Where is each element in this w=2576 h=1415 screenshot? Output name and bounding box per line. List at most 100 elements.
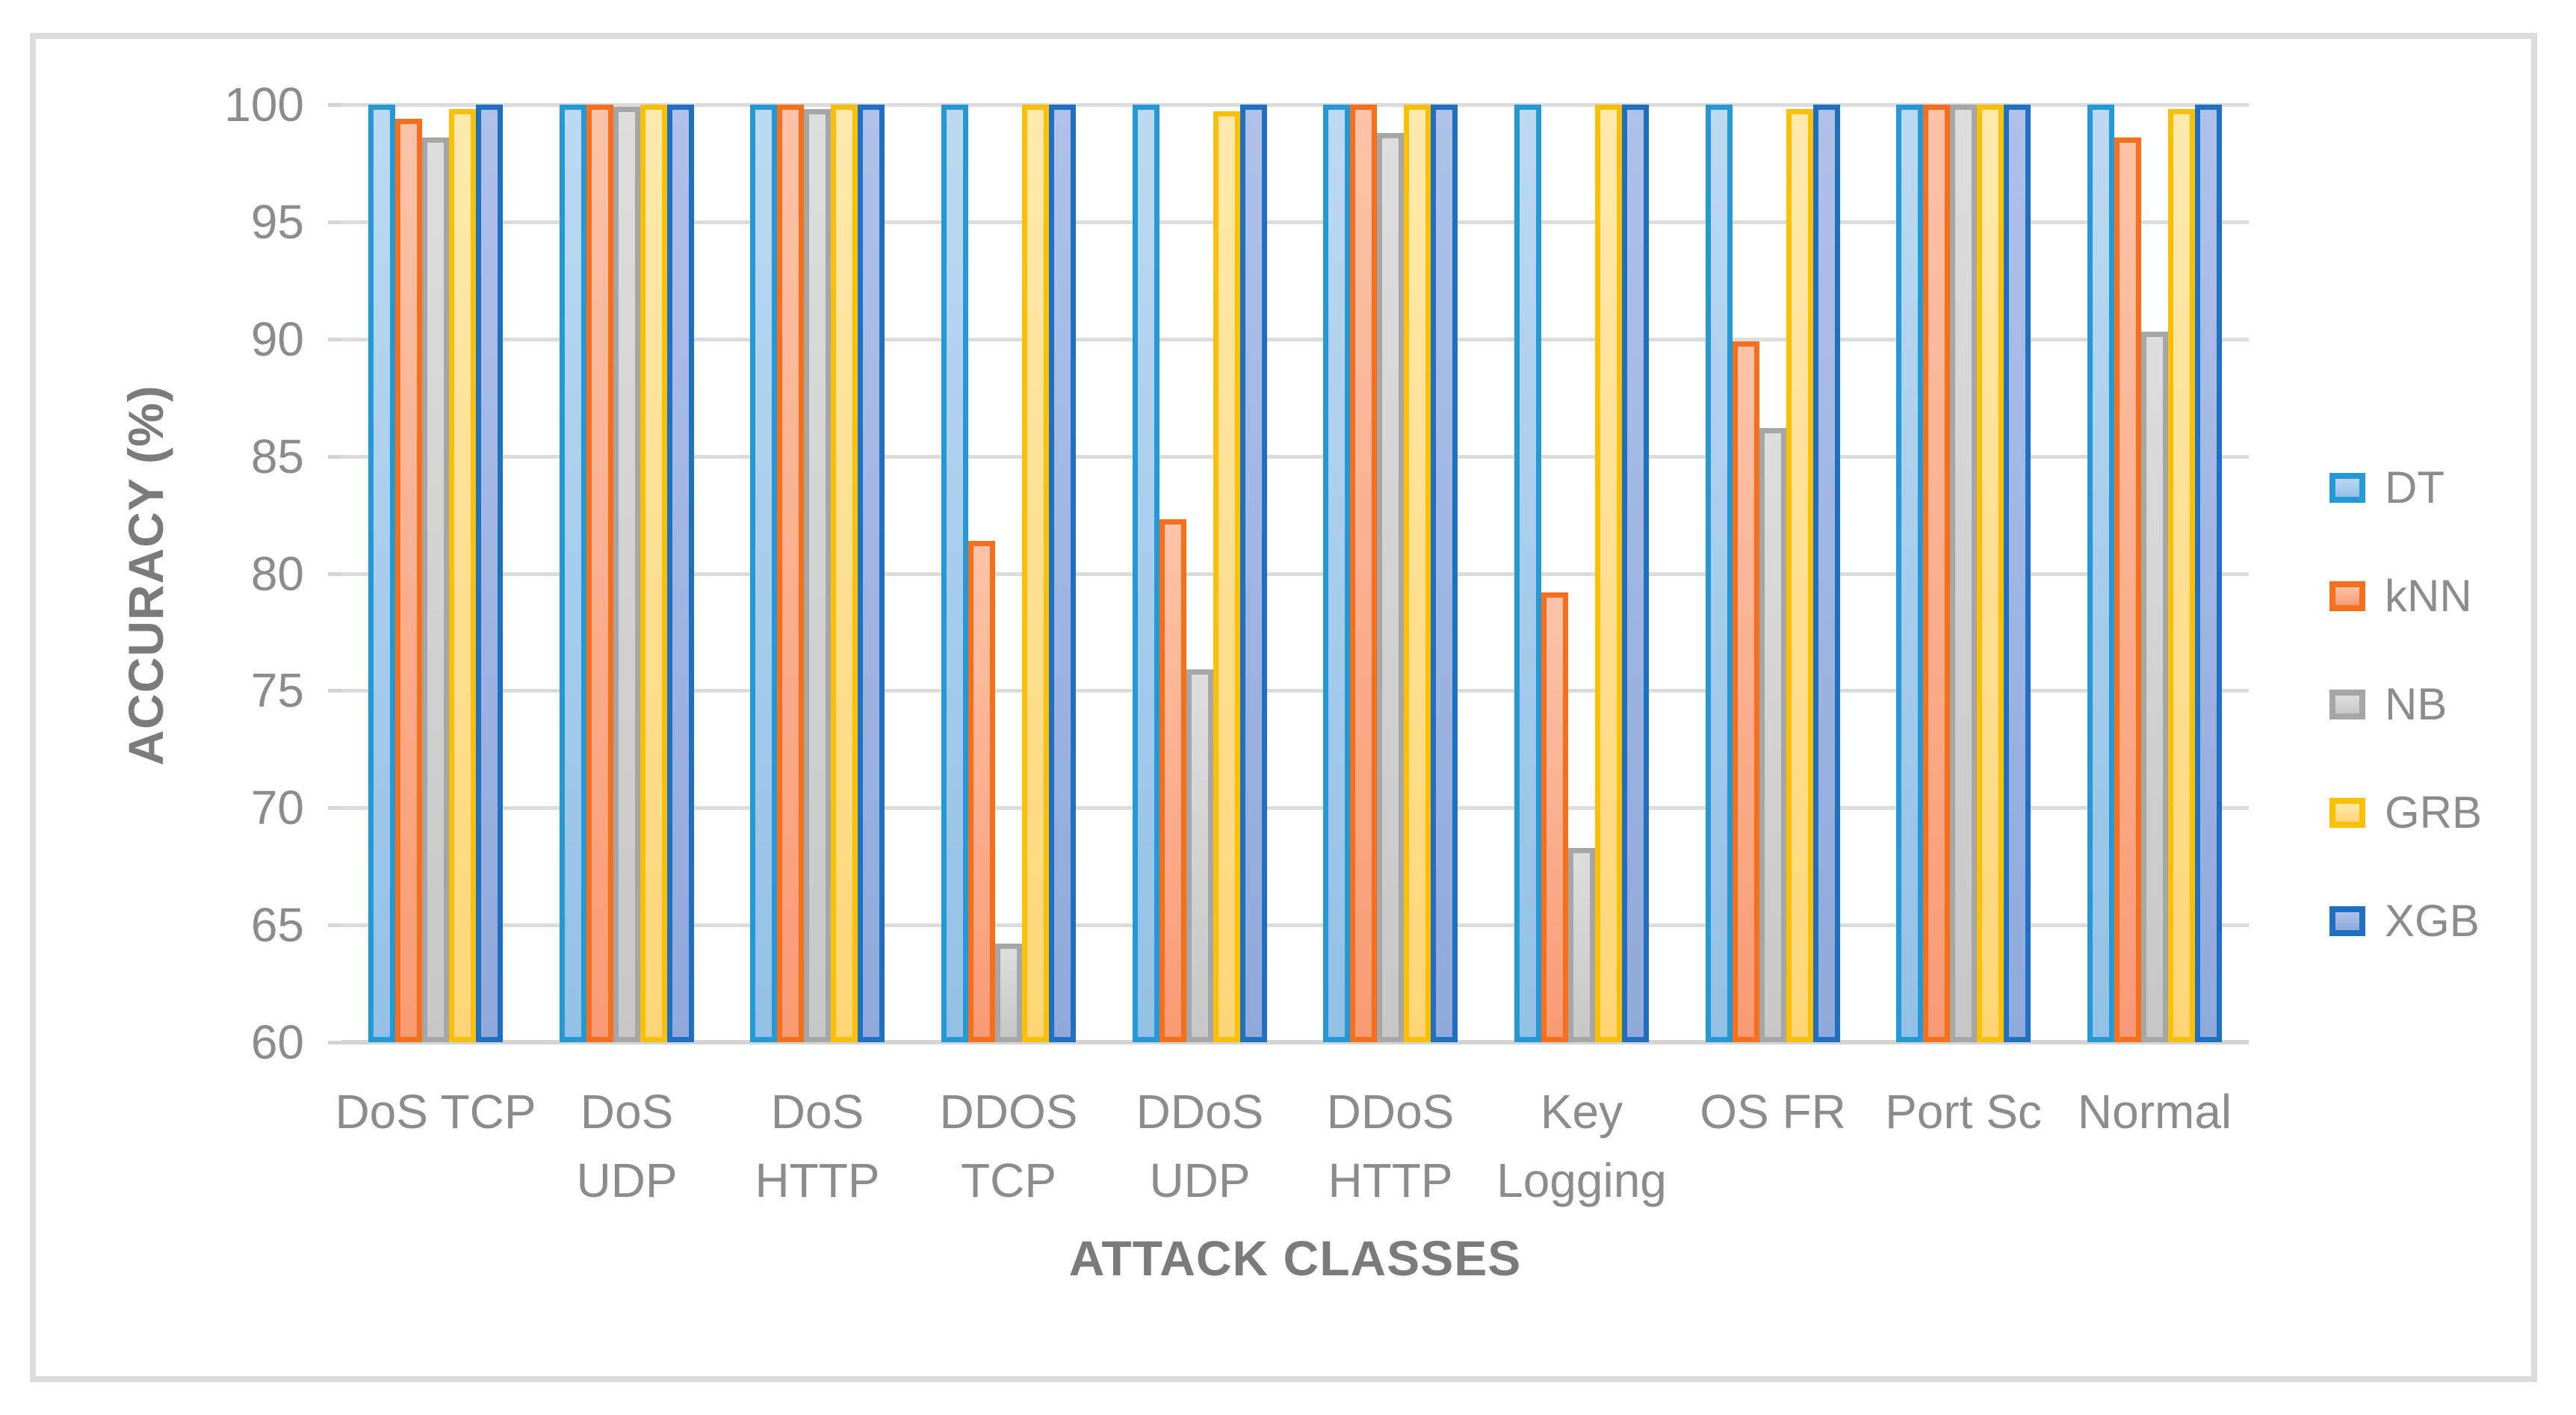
legend-item-GRB: GRB (2329, 787, 2482, 839)
bar-group-ddos-udp (1133, 105, 1267, 1042)
legend-swatch-GRB (2329, 798, 2365, 828)
y-tick-label-100: 100 (224, 78, 304, 131)
bar-NB-os-fr (1759, 428, 1786, 1042)
bar-GRB-normal (2168, 109, 2195, 1042)
x-category-label-line: HTTP (755, 1154, 880, 1207)
x-category-label-dos-http: DoS HTTP (694, 1077, 941, 1215)
legend-label-GRB: GRB (2385, 787, 2483, 837)
y-axis-tick-95 (328, 220, 341, 224)
bar-DT-dos-tcp (368, 105, 395, 1042)
x-category-label-line: DDOS (939, 1085, 1078, 1139)
bar-group-dos-http (750, 105, 885, 1042)
x-category-label-line: DoS (580, 1085, 674, 1139)
x-category-label-dos-udp: DoS UDP (504, 1077, 750, 1215)
bar-DT-ddos-http (1323, 105, 1350, 1042)
bar-kNN-key-logging (1541, 592, 1568, 1042)
bar-kNN-ddos-tcp (968, 541, 995, 1042)
bar-NB-key-logging (1568, 848, 1595, 1042)
bar-XGB-dos-udp (667, 105, 694, 1042)
bar-group-normal (2087, 105, 2222, 1042)
y-axis-tick-60 (328, 1041, 341, 1044)
bar-NB-ddos-http (1377, 133, 1404, 1042)
bar-kNN-ddos-udp (1159, 519, 1186, 1042)
x-category-label-line: DDoS (1136, 1085, 1264, 1139)
bar-DT-port-sc (1896, 105, 1923, 1042)
x-category-label-ddos-http: DDoS HTTP (1267, 1077, 1514, 1215)
legend-swatch-DT (2329, 473, 2365, 503)
legend-label-DT: DT (2385, 462, 2445, 513)
y-tick-label-80: 80 (250, 547, 304, 601)
bar-XGB-dos-tcp (476, 105, 503, 1042)
x-category-label-os-fr: OS FR (1650, 1077, 1896, 1146)
legend-swatch-NB (2329, 690, 2365, 719)
bar-XGB-dos-http (858, 105, 885, 1042)
bar-XGB-port-sc (2004, 105, 2031, 1042)
bar-DT-os-fr (1706, 105, 1733, 1042)
bar-kNN-dos-udp (586, 105, 613, 1042)
bar-kNN-ddos-http (1350, 105, 1377, 1042)
bar-GRB-dos-http (831, 105, 858, 1042)
bar-GRB-os-fr (1786, 109, 1813, 1042)
bar-XGB-ddos-http (1431, 105, 1458, 1042)
bar-NB-dos-tcp (422, 137, 449, 1042)
x-category-label-line: UDP (1149, 1154, 1251, 1207)
x-category-label-line: TCP (961, 1154, 1056, 1207)
y-axis-tick-85 (328, 455, 341, 459)
y-axis-tick-100 (328, 103, 341, 107)
bar-kNN-normal (2114, 137, 2141, 1042)
bar-group-dos-tcp (368, 105, 503, 1042)
bar-NB-dos-udp (613, 107, 640, 1042)
bar-NB-dos-http (804, 109, 831, 1042)
bar-GRB-ddos-http (1404, 105, 1431, 1042)
y-axis-tick-80 (328, 572, 341, 576)
y-axis-tick-90 (328, 338, 341, 341)
y-axis-tick-75 (328, 689, 341, 693)
bar-XGB-os-fr (1813, 105, 1840, 1042)
legend-item-XGB: XGB (2329, 895, 2480, 947)
bar-DT-dos-udp (560, 105, 586, 1042)
gridline-95 (341, 220, 2249, 224)
x-category-label-port-sc: Port Sc (1840, 1077, 2087, 1146)
bar-DT-ddos-tcp (941, 105, 968, 1042)
bar-group-os-fr (1706, 105, 1840, 1042)
legend-label-NB: NB (2385, 679, 2447, 729)
y-tick-label-70: 70 (250, 781, 304, 835)
x-category-label-line: DDoS (1326, 1085, 1455, 1139)
gridline-85 (341, 455, 2249, 459)
gridline-65 (341, 923, 2249, 927)
bar-DT-dos-http (750, 105, 777, 1042)
x-category-label-key-logging: Key Logging (1458, 1077, 1705, 1215)
legend-swatch-XGB (2329, 906, 2365, 936)
bar-kNN-os-fr (1733, 341, 1759, 1042)
legend-item-DT: DT (2329, 462, 2445, 514)
bar-GRB-ddos-udp (1213, 111, 1240, 1042)
bar-group-dos-udp (560, 105, 694, 1042)
y-axis-tick-70 (328, 806, 341, 810)
legend-swatch-kNN (2329, 581, 2365, 611)
bar-DT-ddos-udp (1133, 105, 1159, 1042)
bar-DT-key-logging (1514, 105, 1541, 1042)
bar-NB-port-sc (1950, 105, 1977, 1042)
legend-label-kNN: kNN (2385, 571, 2472, 621)
legend-item-NB: NB (2329, 678, 2447, 731)
bar-GRB-dos-udp (640, 105, 667, 1042)
x-axis-title: ATTACK CLASSES (1068, 1230, 1522, 1286)
gridline-70 (341, 806, 2249, 810)
gridline-75 (341, 689, 2249, 693)
y-tick-label-95: 95 (250, 195, 304, 249)
x-axis-line (341, 1040, 2249, 1044)
bar-GRB-port-sc (1977, 105, 2004, 1042)
bar-GRB-dos-tcp (449, 109, 476, 1042)
gridline-90 (341, 338, 2249, 341)
plot-area: 60 65 70 75 80 85 90 95 100 (224, 81, 2249, 1066)
y-axis-tick-65 (328, 923, 341, 927)
bar-GRB-ddos-tcp (1022, 105, 1049, 1042)
bar-kNN-dos-tcp (395, 119, 422, 1042)
gridline-80 (341, 572, 2249, 576)
bar-group-ddos-http (1323, 105, 1458, 1042)
bar-XGB-ddos-udp (1240, 105, 1267, 1042)
bar-XGB-normal (2195, 105, 2222, 1042)
x-category-label-line: Logging (1496, 1154, 1667, 1207)
bar-group-ddos-tcp (941, 105, 1076, 1042)
